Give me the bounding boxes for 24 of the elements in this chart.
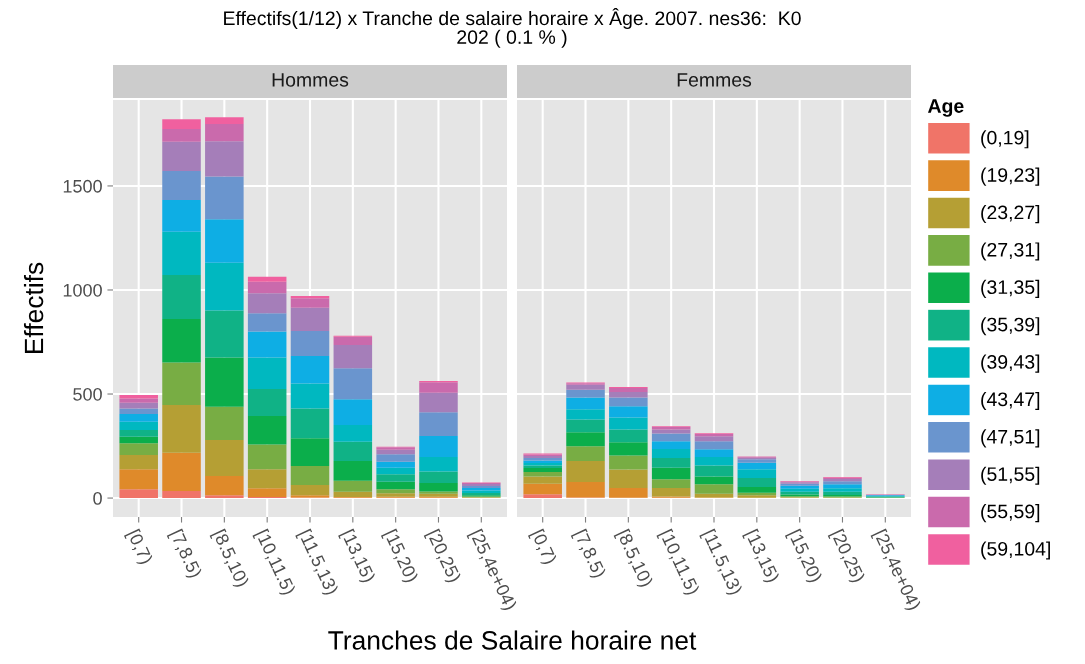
x-tick-label: [0,7) (527, 528, 558, 567)
legend-label: (23,27] (981, 205, 1040, 224)
y-axis-title: Effectifs (23, 262, 44, 354)
legend-label: (51,55] (981, 466, 1040, 485)
y-tick-label: 1500 (63, 179, 102, 193)
legend-label: (55,59] (981, 504, 1040, 523)
chart-subtitle: Hommes (272, 73, 349, 87)
y-tick-label: 500 (73, 387, 102, 401)
chart-title: Effectifs(1/12) x Tranche de salaire horaire x Âge. 2007. nes36: K0 202 ( 0.1 % ) (224, 8, 801, 48)
legend-label: (39,43] (981, 354, 1040, 373)
legend-title: Age (927, 99, 964, 117)
legend-label: (27,31] (981, 242, 1040, 261)
x-tick-label: [0,7) (123, 528, 154, 567)
legend-label: (59,104] (981, 541, 1050, 560)
y-tick-label: 0 (93, 492, 102, 505)
legend-label: (43,47] (981, 391, 1040, 411)
legend-label: (47,51] (981, 429, 1040, 448)
chart-subtitle: Femmes (677, 73, 752, 87)
legend-label: (31,35] (981, 279, 1040, 298)
y-tick-label: 1000 (63, 283, 102, 297)
legend-label: (35,39] (981, 317, 1040, 336)
legend-label: (0,19] (981, 130, 1029, 149)
legend-label: (19,23] (981, 167, 1040, 186)
x-axis-title: Tranches de Salaire horaire net (328, 630, 697, 650)
